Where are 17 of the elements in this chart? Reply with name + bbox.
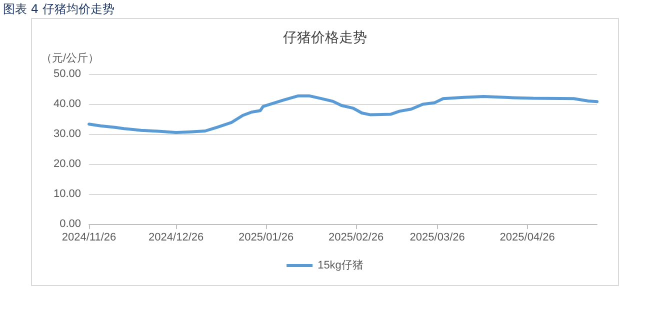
y-tick-label: 10.00 [53,188,81,200]
x-tick-label: 2025/03/26 [410,232,465,244]
chart-title: 仔猪价格走势 [283,30,367,46]
y-axis-title: （元/公斤） [41,52,100,64]
y-tick-label: 50.00 [53,68,81,80]
y-tick-label: 0.00 [60,218,81,230]
legend-label: 15kg仔猪 [318,258,364,272]
y-tick-label: 40.00 [53,98,81,110]
text: 图表 4 仔猪均价走势 [3,1,114,18]
y-tick-label: 30.00 [53,128,81,140]
x-tick-label: 2024/12/26 [148,232,204,244]
x-tick-label: 2025/04/26 [500,232,555,244]
line-series [88,94,598,134]
x-tick-label: 2025/02/26 [328,232,384,244]
x-tick-label: 2025/01/26 [238,232,294,244]
y-tick-label: 20.00 [53,158,81,170]
x-tick-label: 2024/11/26 [62,232,116,244]
